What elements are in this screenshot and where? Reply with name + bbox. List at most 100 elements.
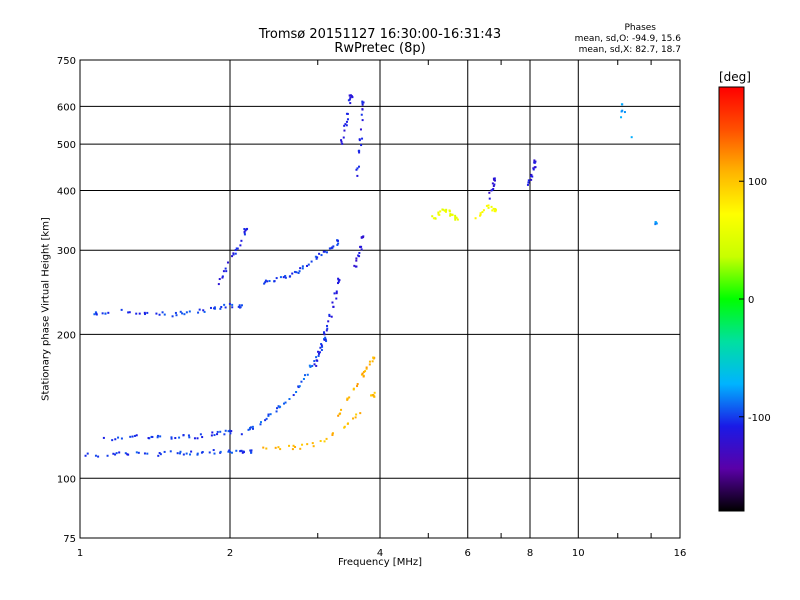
- data-point: [302, 377, 305, 380]
- data-point: [437, 211, 440, 214]
- data-point: [241, 451, 244, 454]
- data-point: [482, 209, 485, 212]
- data-point: [359, 128, 362, 131]
- data-point: [279, 276, 282, 279]
- data-point: [361, 102, 364, 105]
- data-point: [323, 338, 326, 341]
- data-point: [291, 272, 294, 275]
- data-point: [438, 213, 441, 216]
- data-point: [355, 265, 358, 268]
- data-point: [227, 430, 230, 433]
- data-point: [306, 373, 309, 376]
- x-tick-label: 4: [377, 548, 383, 559]
- data-point: [288, 398, 291, 401]
- data-point: [182, 453, 185, 456]
- data-point: [237, 305, 240, 308]
- data-point: [217, 283, 220, 286]
- data-point: [156, 434, 159, 437]
- data-point: [359, 246, 362, 249]
- y-tick-label: 200: [57, 330, 76, 341]
- data-point: [493, 178, 496, 181]
- data-point: [120, 308, 123, 311]
- data-point: [226, 261, 229, 264]
- data-point: [360, 236, 363, 239]
- data-point: [118, 451, 121, 454]
- data-point: [361, 372, 364, 375]
- data-point: [137, 451, 140, 454]
- data-point: [239, 244, 242, 247]
- data-point: [345, 124, 348, 127]
- data-point: [620, 116, 623, 119]
- data-point: [251, 425, 254, 428]
- data-point: [434, 217, 437, 220]
- data-point: [526, 183, 529, 186]
- data-point: [332, 305, 335, 308]
- data-point: [479, 213, 482, 216]
- data-point: [247, 428, 250, 431]
- data-point: [284, 274, 287, 277]
- data-point: [307, 263, 310, 266]
- data-point: [492, 187, 495, 190]
- data-point: [332, 245, 335, 248]
- data-point: [228, 302, 231, 305]
- data-point: [170, 436, 173, 439]
- data-point: [339, 412, 342, 415]
- data-point: [223, 303, 226, 306]
- data-point: [250, 451, 253, 454]
- data-point: [268, 279, 271, 282]
- data-point: [532, 168, 535, 171]
- data-point: [259, 423, 262, 426]
- colorbar-tick-label: 100: [748, 177, 767, 188]
- data-point: [250, 449, 253, 452]
- data-point: [530, 178, 533, 181]
- data-point: [163, 450, 166, 453]
- data-point: [328, 247, 331, 250]
- data-point: [284, 276, 287, 279]
- data-point: [288, 444, 291, 447]
- data-point: [189, 453, 192, 456]
- data-point: [306, 443, 309, 446]
- data-point: [277, 446, 280, 449]
- data-point: [231, 255, 234, 258]
- data-point: [240, 449, 243, 452]
- data-point: [454, 214, 457, 217]
- data-point: [156, 436, 159, 439]
- data-point: [213, 452, 216, 455]
- data-point: [356, 385, 359, 388]
- chart-title: Tromsø 20151127 16:30:00-16:31:43: [258, 27, 502, 42]
- data-point: [311, 442, 314, 445]
- data-point: [234, 252, 237, 255]
- data-point: [276, 407, 279, 410]
- data-point: [315, 356, 318, 359]
- data-point: [155, 312, 158, 315]
- data-point: [357, 254, 360, 257]
- data-point: [292, 394, 295, 397]
- data-point: [352, 388, 355, 391]
- data-point: [213, 434, 216, 437]
- data-point: [325, 251, 328, 254]
- phases-x-stats: mean, sd,X: 82.7, 18.7: [578, 45, 681, 55]
- data-point: [309, 365, 312, 368]
- data-point: [352, 417, 355, 420]
- data-point: [361, 119, 364, 122]
- data-point: [360, 373, 363, 376]
- data-point: [223, 433, 226, 436]
- data-point: [317, 352, 320, 355]
- data-point: [179, 310, 182, 313]
- data-point: [454, 216, 457, 219]
- data-point: [295, 271, 298, 274]
- data-point: [431, 215, 434, 218]
- data-point: [362, 375, 365, 378]
- data-point: [267, 413, 270, 416]
- data-point: [265, 417, 268, 420]
- data-point: [439, 210, 442, 213]
- data-point: [151, 435, 154, 438]
- data-point: [337, 414, 340, 417]
- data-point: [340, 140, 343, 143]
- data-point: [230, 451, 233, 454]
- data-point: [275, 277, 278, 280]
- y-tick-label: 75: [63, 534, 76, 545]
- data-point: [174, 311, 177, 314]
- data-point: [240, 304, 243, 307]
